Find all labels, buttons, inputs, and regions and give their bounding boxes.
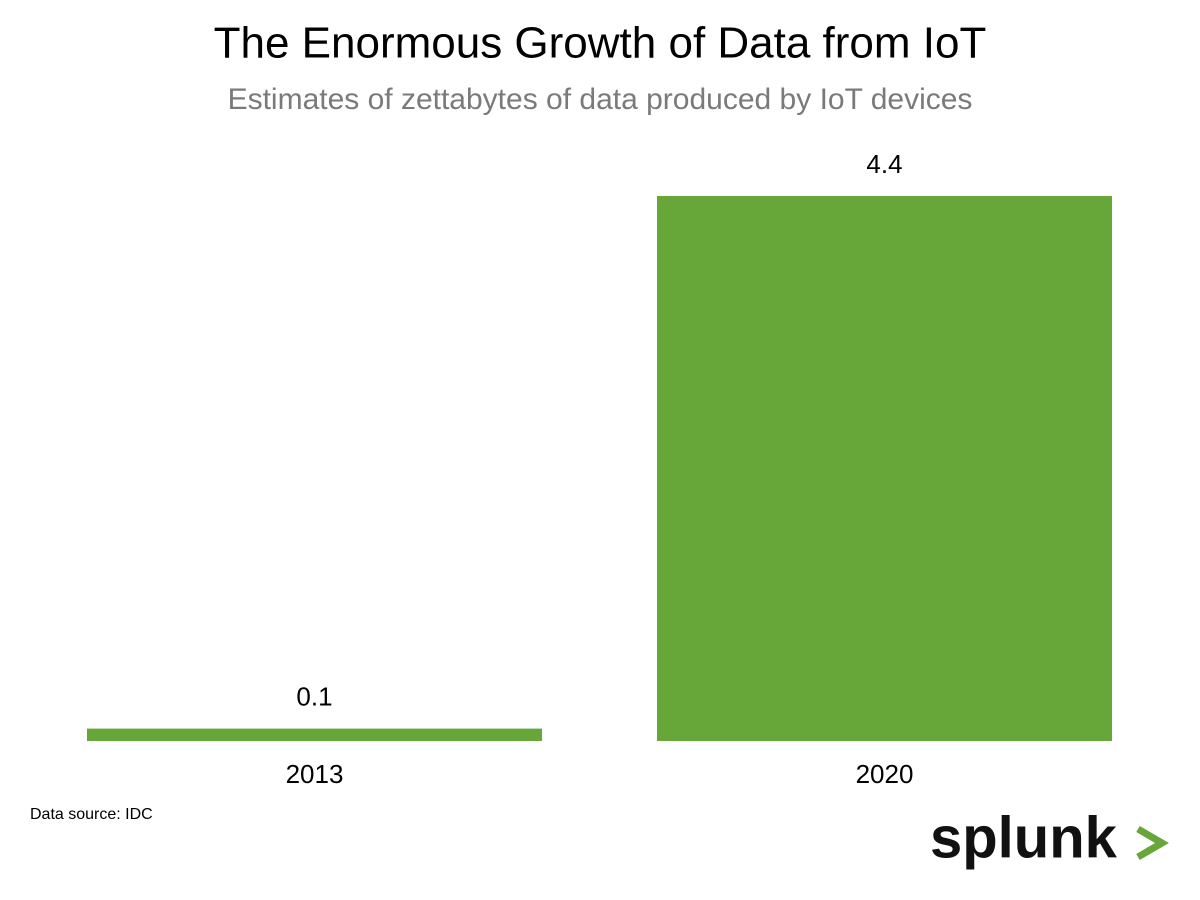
logo: splunk	[930, 805, 1169, 870]
logo-text: splunk	[930, 805, 1118, 870]
logo-chevron	[1136, 825, 1169, 861]
value-label: 4.4	[866, 149, 902, 179]
x-tick-label: 2020	[856, 759, 914, 789]
chart-subtitle: Estimates of zettabytes of data produced…	[228, 83, 973, 116]
x-tick-label: 2013	[286, 759, 344, 789]
bar	[657, 196, 1112, 741]
chart-title: The Enormous Growth of Data from IoT	[214, 19, 987, 68]
value-label: 0.1	[296, 681, 332, 711]
bar	[87, 728, 542, 741]
source-note: Data source: IDC	[30, 806, 153, 823]
